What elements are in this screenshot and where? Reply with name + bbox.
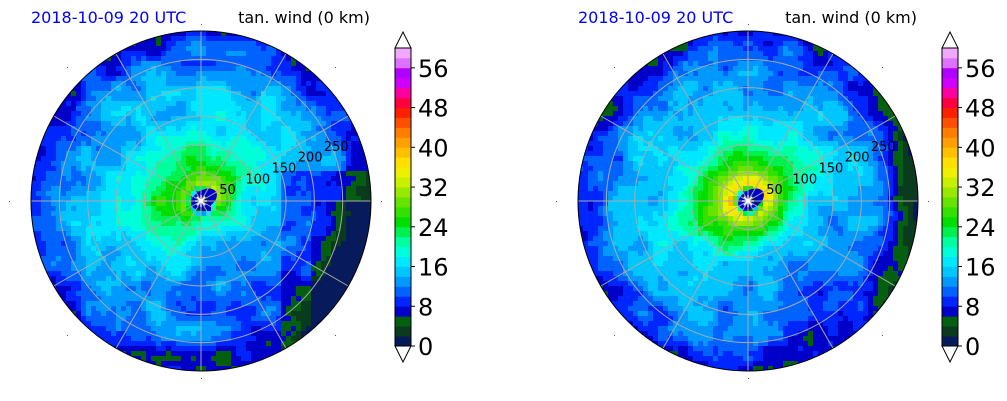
panel-left-radial-label-100: 100 (245, 172, 270, 187)
colorbar-left-tick-40: 40 (418, 134, 449, 162)
panel-right-center-marker (742, 195, 754, 207)
polar-panel-right: 2018-10-09 20 UTC tan. wind (0 km) 50 10… (556, 8, 929, 379)
panel-left-time-title: 2018-10-09 20 UTC (31, 8, 186, 27)
panel-left-radial-label-50: 50 (219, 183, 236, 198)
colorbar-right-tick-0: 0 (965, 333, 980, 361)
panel-left-radial-label-250: 250 (324, 140, 349, 155)
panel-left-variable-title: tan. wind (0 km) (238, 8, 370, 27)
panel-right-variable-title: tan. wind (0 km) (785, 8, 917, 27)
panel-right-radial-label-100: 100 (792, 172, 817, 187)
colorbar-right-tick-56: 56 (965, 55, 996, 83)
colorbar-left: 0 8 16 24 32 40 48 56 (394, 30, 449, 364)
polar-panel-left: 2018-10-09 20 UTC tan. wind (0 km) 50 10… (9, 8, 382, 379)
colorbar-left-tick-8: 8 (418, 293, 433, 321)
colorbar-right-tick-40: 40 (965, 134, 996, 162)
panel-left-frame (30, 30, 372, 372)
panel-left-grid (9, 24, 382, 379)
colorbar-left-tick-56: 56 (418, 55, 449, 83)
panel-left-center-marker (195, 195, 207, 207)
panel-right-radial-label-250: 250 (871, 140, 896, 155)
panel-left-radial-label-150: 150 (272, 162, 297, 177)
colorbar-left-tick-24: 24 (418, 214, 449, 242)
panel-right-radial-label-50: 50 (766, 183, 783, 198)
colorbar-right-tick-24: 24 (965, 214, 996, 242)
colorbar-right-tick-32: 32 (965, 174, 996, 202)
colorbar-left-tick-16: 16 (418, 254, 449, 282)
panel-right-time-title: 2018-10-09 20 UTC (578, 8, 733, 27)
colorbar-left-tick-48: 48 (418, 95, 449, 123)
panel-right-radial-label-200: 200 (845, 151, 870, 166)
panel-right-frame (577, 30, 919, 372)
panel-left-radial-label-200: 200 (298, 151, 323, 166)
colorbar-right-tick-8: 8 (965, 293, 980, 321)
colorbar-right-tick-16: 16 (965, 254, 996, 282)
colorbar-left-tick-32: 32 (418, 174, 449, 202)
colorbar-right: 0 8 16 24 32 40 48 56 (941, 30, 996, 364)
colorbar-right-tick-48: 48 (965, 95, 996, 123)
panel-right-radial-label-150: 150 (819, 162, 844, 177)
panel-right-grid (556, 24, 929, 379)
colorbar-left-tick-0: 0 (418, 333, 433, 361)
